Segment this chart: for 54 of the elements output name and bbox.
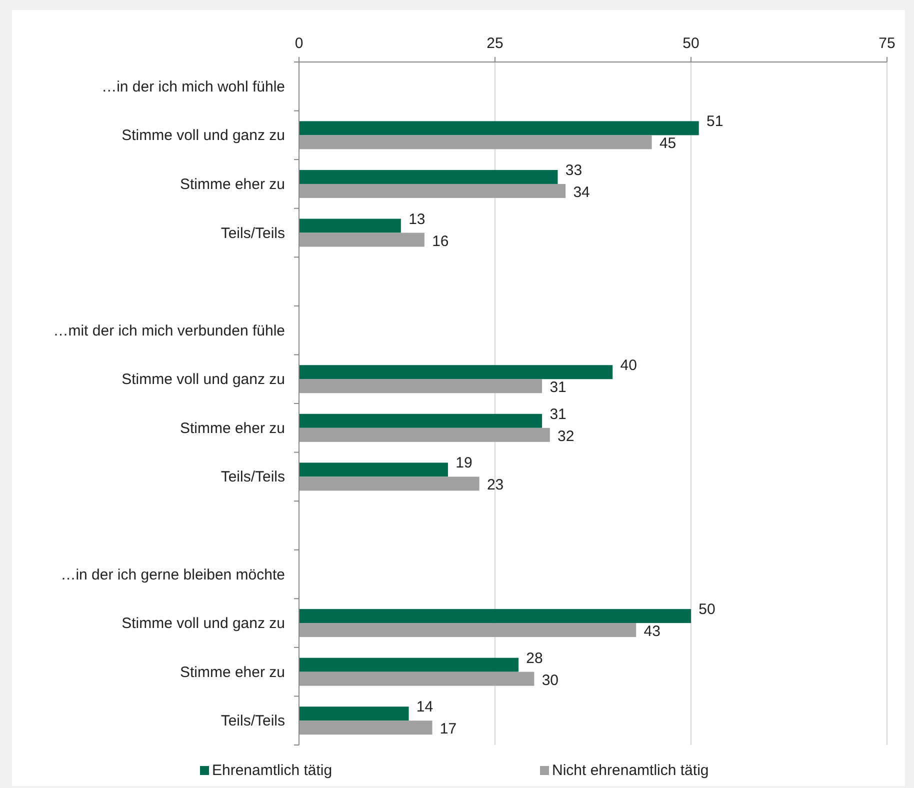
- y-tick-label: Stimme voll und ganz zu: [122, 615, 285, 632]
- bar: [299, 609, 691, 624]
- data-label: 31: [550, 406, 566, 423]
- y-tick-label: Teils/Teils: [220, 468, 285, 486]
- bar: [299, 672, 534, 686]
- data-label: 33: [565, 162, 582, 179]
- y-tick-label: Stimme eher zu: [180, 664, 285, 681]
- x-tick-label: 0: [294, 35, 304, 52]
- data-label: 14: [416, 698, 434, 716]
- data-label: 13: [408, 210, 426, 228]
- bar: [299, 170, 558, 184]
- data-label: 43: [644, 623, 660, 640]
- data-label: 45: [659, 135, 676, 152]
- bar: [299, 658, 519, 672]
- data-label: 19: [456, 454, 472, 472]
- x-tick-label: 50: [682, 35, 700, 52]
- bar: [299, 462, 448, 477]
- legend-label: Ehrenamtlich tätig: [212, 762, 332, 779]
- y-tick-label: …in der ich mich wohl fühle: [102, 78, 285, 96]
- data-label: 31: [550, 379, 566, 396]
- y-tick-label: Stimme eher zu: [180, 176, 285, 193]
- y-tick-label: Teils/Teils: [220, 712, 285, 730]
- data-label: 17: [440, 720, 457, 738]
- data-label: 28: [526, 650, 543, 667]
- bar: [299, 184, 566, 198]
- data-label: 16: [432, 232, 449, 250]
- y-tick-label: Stimme voll und ganz zu: [122, 371, 285, 388]
- bar: [299, 476, 480, 491]
- bar: [299, 232, 424, 247]
- y-tick-label: …in der ich gerne bleiben möchte: [60, 566, 285, 584]
- data-label: 23: [486, 476, 504, 494]
- bar: [299, 428, 550, 442]
- legend-label: Nicht ehrenamtlich tätig: [552, 762, 709, 779]
- y-tick-label: Stimme voll und ganz zu: [122, 127, 285, 144]
- data-label: 32: [558, 428, 574, 445]
- bar: [299, 414, 542, 428]
- data-label: 40: [620, 357, 637, 374]
- bar: [299, 218, 401, 233]
- y-tick-label: …mit der ich mich verbunden fühle: [53, 322, 285, 340]
- bar: [299, 623, 636, 638]
- bar: [299, 135, 652, 150]
- bar: [299, 706, 409, 721]
- bar: [299, 720, 432, 735]
- bar: [299, 365, 613, 380]
- data-label: 34: [573, 184, 590, 201]
- data-label: 50: [698, 601, 716, 618]
- y-tick-label: Stimme eher zu: [180, 420, 285, 437]
- y-tick-label: Teils/Teils: [220, 224, 285, 242]
- data-label: 30: [542, 672, 559, 689]
- bar: [299, 379, 542, 394]
- x-tick-label: 75: [878, 35, 896, 52]
- data-label: 51: [706, 113, 724, 130]
- bar: [299, 121, 699, 136]
- x-tick-label: 25: [486, 35, 504, 52]
